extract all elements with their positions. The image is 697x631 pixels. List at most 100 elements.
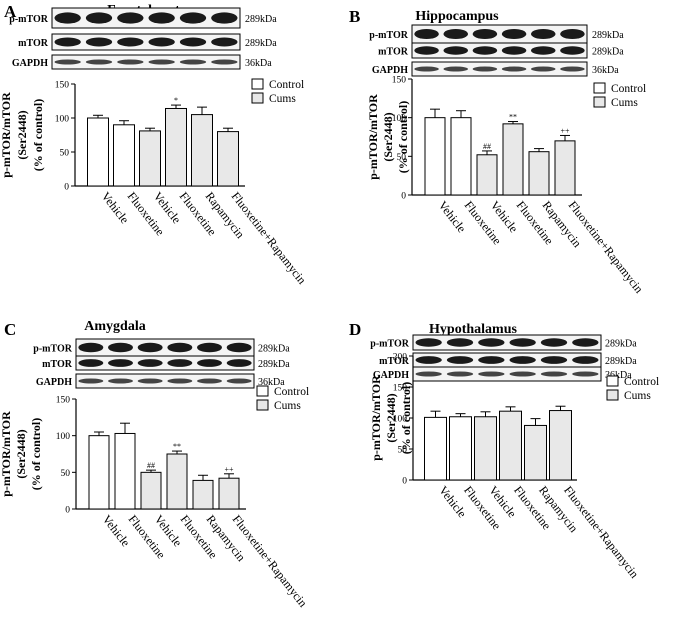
blot-band <box>415 338 442 347</box>
bar <box>88 435 110 510</box>
panel-letter: B <box>349 7 360 26</box>
bar <box>192 479 214 510</box>
y-axis-label: (% of control) <box>396 101 410 173</box>
blot-band <box>509 371 536 377</box>
blot-band <box>108 342 133 353</box>
blot-band <box>478 356 505 364</box>
y-tick-label: 100 <box>392 114 407 124</box>
y-axis-label: p-mTOR/mTOR <box>0 92 13 178</box>
y-tick-label: 150 <box>392 76 407 86</box>
panel-hippocampus: B Hippocampus p-mTOR 289kDa mTOR 289kDa GAPDH 3… <box>345 0 697 310</box>
blot-band <box>211 12 238 24</box>
significance-marker: ## <box>483 142 491 151</box>
bar <box>139 130 161 187</box>
hypothalamus-figure: D Hypothalamus p-mTOR 289kDa mTOR 289kDa GAPDH… <box>349 320 659 581</box>
hippocampus-figure: B Hippocampus p-mTOR 289kDa mTOR 289kDa GAPDH 3… <box>349 7 646 296</box>
blot-band <box>108 378 133 384</box>
blot-band <box>197 359 222 367</box>
significance-marker: ++ <box>224 465 234 474</box>
blot-band <box>85 12 113 24</box>
category-label: Fluoxetine+Rapamycin <box>229 189 309 286</box>
blot-band <box>226 359 252 367</box>
blot-band <box>179 12 207 24</box>
blot-band <box>85 59 113 65</box>
blot-band <box>226 378 252 384</box>
legend-label: Control <box>624 376 659 388</box>
blot-label: p-mTOR <box>33 344 72 355</box>
legend-swatch <box>256 385 269 397</box>
bar <box>449 416 472 481</box>
bar <box>476 154 498 196</box>
y-axis-label: (Ser2448) <box>15 110 29 159</box>
category-label: Vehicle <box>99 189 132 226</box>
bar <box>554 140 576 196</box>
blot-label: mTOR <box>18 38 49 49</box>
blot-band <box>414 46 439 55</box>
bar <box>474 416 497 481</box>
legend-swatch <box>251 78 264 90</box>
blot-size: 289kDa <box>258 359 290 370</box>
y-tick-label: 150 <box>55 81 70 91</box>
blot-band <box>148 12 175 24</box>
legend-swatch <box>593 82 606 94</box>
blot-band <box>78 342 104 353</box>
legend-label: Cums <box>274 400 301 412</box>
y-tick-label: 0 <box>402 477 407 487</box>
blot-band <box>117 37 144 47</box>
blot-band <box>509 338 536 347</box>
blot-band <box>472 28 498 40</box>
legend-label: Control <box>274 386 309 398</box>
bar <box>502 123 524 196</box>
panel-title: Hippocampus <box>415 9 499 24</box>
category-label: Fluoxetine+Rapamycin <box>230 512 310 609</box>
blot-band <box>54 37 81 47</box>
blot-band <box>572 338 599 347</box>
blot-band <box>148 59 175 65</box>
blot-label: GAPDH <box>12 58 48 69</box>
legend-swatch <box>251 92 264 104</box>
blot-band <box>478 338 505 347</box>
blot-band <box>137 378 163 384</box>
blot-band <box>560 28 585 40</box>
y-axis-label: p-mTOR/mTOR <box>0 411 13 497</box>
y-tick-label: 100 <box>56 432 71 442</box>
panel-hypothalamus: D Hypothalamus p-mTOR 289kDa mTOR 289kDa GAPDH… <box>345 310 697 626</box>
blot-band <box>211 37 238 47</box>
blot-band <box>117 12 144 24</box>
panel-title: Amygdala <box>84 319 145 334</box>
blot-band <box>54 59 81 65</box>
blot-band <box>560 66 585 72</box>
y-axis-label: (% of control) <box>399 382 413 454</box>
category-label: Vehicle <box>436 198 469 235</box>
blot-size: 289kDa <box>605 339 637 350</box>
legend-swatch <box>593 96 606 108</box>
bar <box>528 151 550 196</box>
significance-marker: ** <box>509 113 517 122</box>
blot-size: 289kDa <box>245 14 277 25</box>
legend-swatch <box>606 375 619 387</box>
blot-band <box>540 356 568 364</box>
blot-frame <box>75 373 255 389</box>
blot-size: 36kDa <box>258 377 285 388</box>
panel-frontal-cortex: AFrontal cortexp-mTOR289kDamTOR289kDaGAP… <box>0 0 340 300</box>
blot-band <box>509 356 536 364</box>
y-tick-label: 200 <box>393 353 408 363</box>
blot-size: 289kDa <box>605 356 637 367</box>
blot-band <box>137 342 163 353</box>
panel-amygdala: C Amygdala p-mTOR 289kDa mTOR 289kDa GAPDH 36kD… <box>0 310 345 626</box>
blot-band <box>443 46 468 55</box>
y-axis-label: p-mTOR/mTOR <box>369 375 383 461</box>
bar <box>524 424 547 481</box>
blot-band <box>501 46 527 55</box>
legend-swatch <box>606 389 619 401</box>
bar <box>549 410 572 481</box>
bar <box>424 117 446 196</box>
blot-band <box>501 66 527 72</box>
blot-band <box>54 12 81 24</box>
bar <box>140 471 162 510</box>
blot-size: 289kDa <box>258 344 290 355</box>
blot-band <box>85 37 113 47</box>
y-axis-label: p-mTOR/mTOR <box>366 94 380 180</box>
blot-band <box>472 66 498 72</box>
blot-band <box>148 37 175 47</box>
